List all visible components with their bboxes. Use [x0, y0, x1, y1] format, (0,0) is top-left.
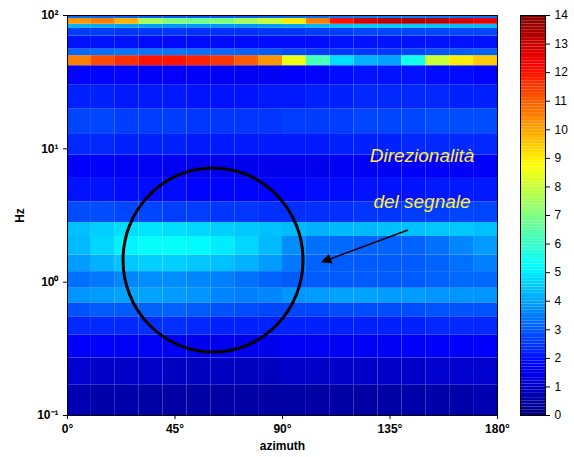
svg-text:180°: 180° — [485, 422, 510, 436]
svg-text:10¹: 10¹ — [41, 142, 58, 156]
svg-text:9: 9 — [555, 151, 562, 165]
svg-text:2: 2 — [555, 351, 562, 365]
svg-text:135°: 135° — [378, 422, 403, 436]
svg-text:Direzionalitàdel segnale: Direzionalitàdel segnale — [370, 145, 475, 212]
svg-text:8: 8 — [555, 180, 562, 194]
svg-text:3: 3 — [555, 323, 562, 337]
svg-text:10: 10 — [555, 123, 569, 137]
svg-text:5: 5 — [555, 265, 562, 279]
svg-text:45°: 45° — [166, 422, 184, 436]
svg-text:1: 1 — [555, 380, 562, 394]
svg-text:14: 14 — [555, 8, 569, 22]
svg-text:90°: 90° — [273, 422, 291, 436]
svg-text:0: 0 — [555, 408, 562, 422]
svg-text:Hz: Hz — [13, 208, 27, 223]
svg-text:11: 11 — [555, 94, 568, 108]
svg-text:6: 6 — [555, 237, 562, 251]
svg-text:10⁰: 10⁰ — [41, 275, 59, 289]
svg-text:7: 7 — [555, 208, 562, 222]
svg-text:4: 4 — [555, 294, 562, 308]
svg-text:12: 12 — [555, 65, 569, 79]
svg-text:10²: 10² — [41, 8, 58, 22]
svg-text:azimuth: azimuth — [260, 439, 305, 453]
svg-text:13: 13 — [555, 37, 569, 51]
svg-text:10⁻¹: 10⁻¹ — [37, 408, 58, 422]
svg-text:0°: 0° — [62, 422, 74, 436]
